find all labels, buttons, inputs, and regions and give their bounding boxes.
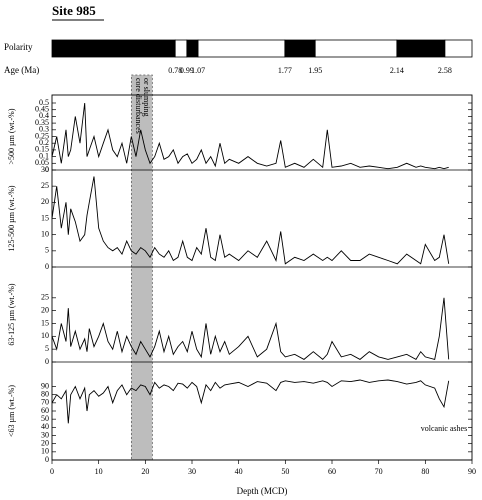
y-tick-label: 20 (41, 197, 49, 206)
polarity-segment (396, 39, 446, 58)
y-axis-label: 125-500 µm (wt.-%) (7, 185, 16, 251)
y-tick-label: 90 (41, 381, 49, 390)
x-tick-label: 20 (141, 467, 149, 476)
x-tick-label: 30 (188, 467, 196, 476)
x-tick-label: 90 (468, 467, 476, 476)
data-line (51, 379, 450, 424)
shaded-label: or slumping (142, 78, 151, 116)
y-tick-label: 0.05 (35, 158, 49, 167)
polarity-segment (197, 39, 286, 58)
y-tick-label: 25 (41, 181, 49, 190)
polarity-segment (174, 39, 188, 58)
y-tick-label: 80 (41, 389, 49, 398)
y-axis-label: <63 µm (wt.-%) (7, 385, 16, 437)
age-tick-label: 1.95 (308, 66, 322, 75)
plot-frame (51, 94, 473, 461)
y-tick-label: 0.45 (35, 105, 49, 114)
y-axis-label: 63-125 µm (wt.-%) (7, 283, 16, 345)
y-tick-label: 15 (41, 213, 49, 222)
y-tick-label: 70 (41, 398, 49, 407)
x-tick-label: 70 (375, 467, 383, 476)
polarity-label: Polarity (4, 42, 33, 52)
age-tick-label: 1.77 (278, 66, 292, 75)
y-tick-label: 30 (41, 165, 49, 174)
polarity-segment (444, 39, 473, 58)
y-tick-label: 0.2 (39, 138, 49, 147)
y-tick-label: 0.35 (35, 118, 49, 127)
age-tick-label: 0.99 (180, 66, 194, 75)
y-tick-label: 0.3 (39, 125, 49, 134)
shaded-label: core disturbances (134, 78, 143, 134)
x-tick-label: 60 (328, 467, 336, 476)
age-tick-label: 2.14 (390, 66, 404, 75)
y-tick-label: 0 (45, 357, 49, 366)
polarity-segment (186, 39, 199, 58)
y-tick-label: 20 (41, 305, 49, 314)
x-tick-label: 80 (421, 467, 429, 476)
y-tick-label: 20 (41, 438, 49, 447)
y-tick-label: 0.1 (39, 151, 49, 160)
y-tick-label: 10 (41, 447, 49, 456)
annotation: volcanic ashes (421, 424, 467, 433)
age-tick-label: 0.78 (168, 66, 182, 75)
x-tick-label: 40 (235, 467, 243, 476)
polarity-segment (314, 39, 398, 58)
data-line (51, 176, 450, 265)
y-tick-label: 40 (41, 422, 49, 431)
y-tick-label: 5 (45, 344, 49, 353)
polarity-segment (51, 39, 176, 58)
y-tick-label: 0.5 (39, 98, 49, 107)
y-tick-label: 30 (41, 430, 49, 439)
y-tick-label: 0 (45, 455, 49, 464)
y-tick-label: 60 (41, 406, 49, 415)
data-line (51, 297, 450, 361)
figure-title: Site 985 (52, 3, 96, 18)
y-axis-label: >500 µm (wt.-%) (7, 108, 16, 164)
y-tick-label: 50 (41, 414, 49, 423)
polarity-segment (284, 39, 316, 58)
y-tick-label: 10 (41, 229, 49, 238)
y-tick-label: 10 (41, 331, 49, 340)
y-tick-label: 0.25 (35, 131, 49, 140)
y-tick-label: 25 (41, 293, 49, 302)
y-tick-label: 0 (45, 262, 49, 271)
x-tick-label: 10 (95, 467, 103, 476)
x-tick-label: 0 (50, 467, 54, 476)
data-line (51, 102, 449, 170)
age-tick-label: 2.58 (438, 66, 452, 75)
y-tick-label: 0.15 (35, 145, 49, 154)
age-label: Age (Ma) (4, 65, 39, 75)
x-axis-label: Depth (MCD) (237, 486, 288, 496)
age-tick-label: 1.07 (191, 66, 205, 75)
y-tick-label: 0.4 (39, 111, 49, 120)
y-tick-label: 0 (45, 165, 49, 174)
y-tick-label: 15 (41, 318, 49, 327)
y-tick-label: 5 (45, 246, 49, 255)
x-tick-label: 50 (281, 467, 289, 476)
